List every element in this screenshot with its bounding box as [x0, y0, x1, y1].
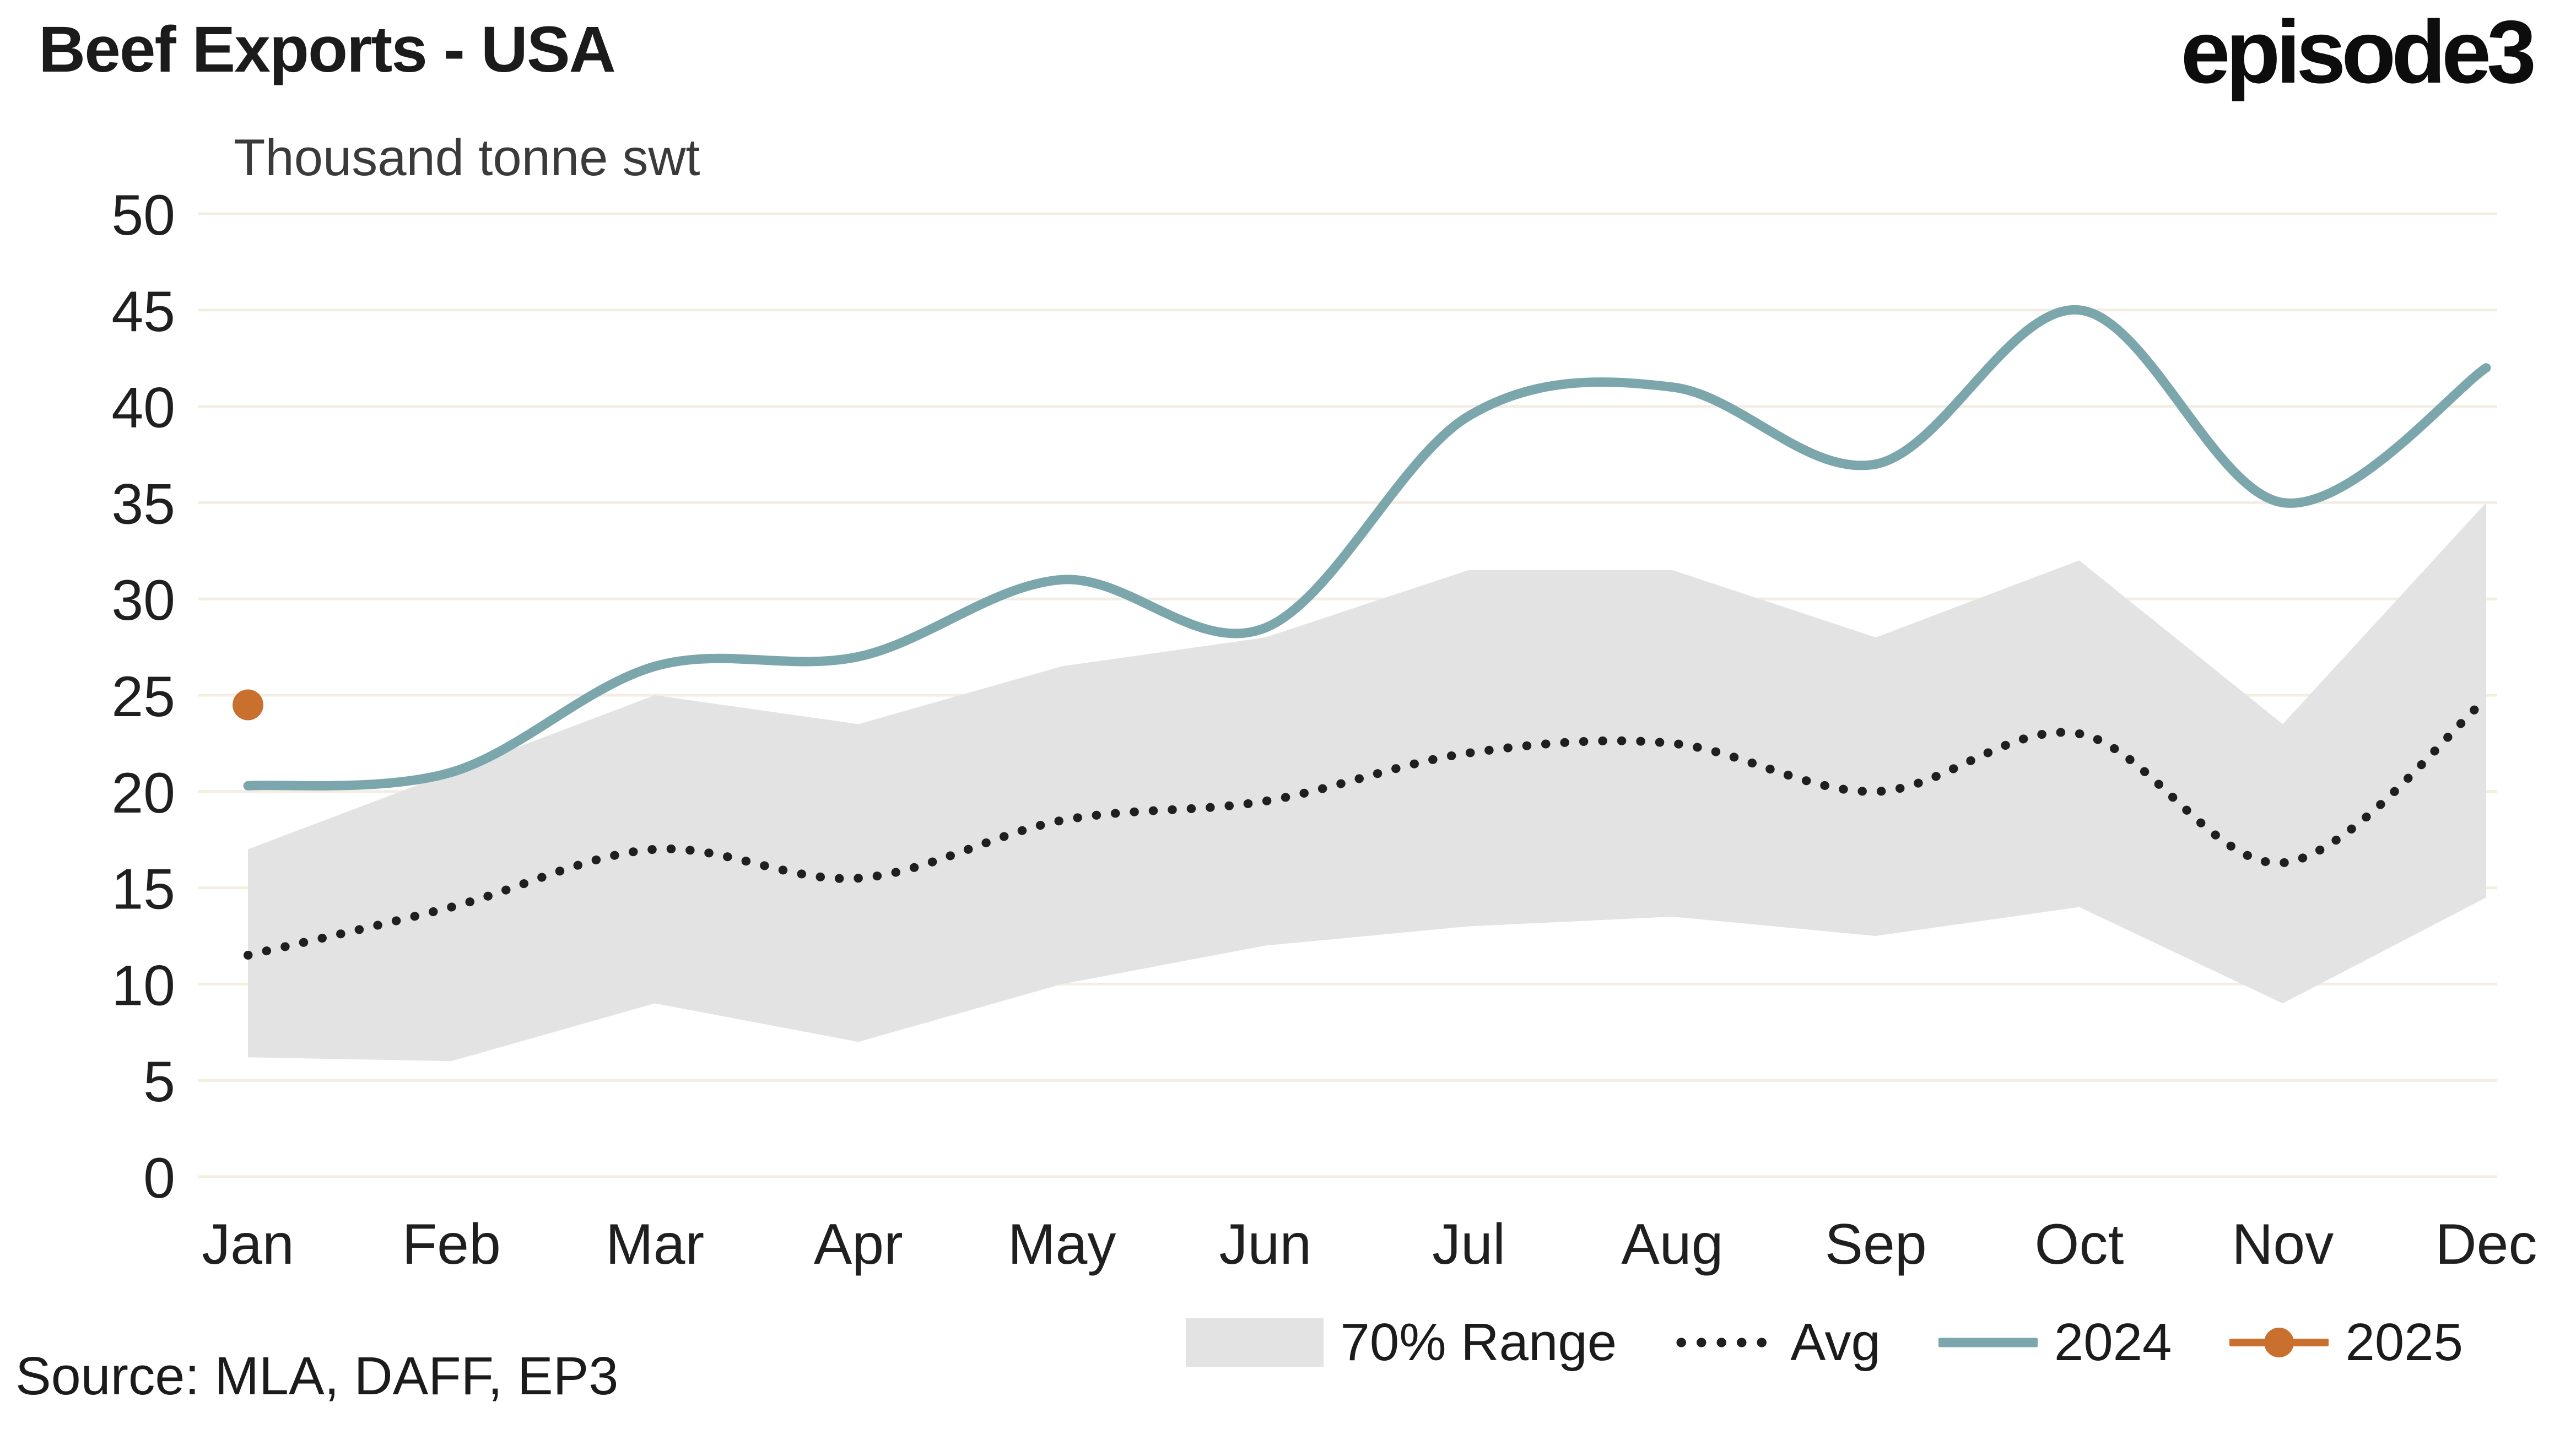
- x-tick-label: Aug: [1621, 1213, 1723, 1276]
- point-2025-swatch-dot: [2264, 1328, 2294, 1357]
- x-tick-label: Mar: [606, 1213, 704, 1276]
- point-2025-swatch: [2229, 1328, 2329, 1357]
- y-tick-label: 10: [111, 954, 175, 1017]
- x-tick-label: Feb: [402, 1213, 501, 1276]
- legend-item-2024: 2024: [1938, 1312, 2172, 1373]
- y-axis-unit-label: Thousand tonne swt: [234, 128, 700, 186]
- y-tick-label: 50: [111, 183, 175, 247]
- range-band-swatch-rect: [1186, 1318, 1324, 1367]
- legend-label-2025: 2025: [2345, 1313, 2463, 1372]
- x-tick-label: Oct: [2035, 1213, 2124, 1276]
- x-tick-label: Jan: [202, 1213, 294, 1276]
- y-tick-label: 25: [111, 665, 175, 729]
- source-note: Source: MLA, DAFF, EP3: [15, 1346, 619, 1406]
- chart-legend: 70% Range Avg 2024 2025: [1186, 1312, 2463, 1373]
- x-tick-label: Sep: [1825, 1213, 1927, 1276]
- y-tick-label: 20: [111, 761, 175, 825]
- line-2024: [243, 305, 2491, 791]
- x-tick-label: Jun: [1219, 1213, 1312, 1276]
- legend-label-2024: 2024: [2054, 1313, 2172, 1372]
- x-tick-label: Nov: [2232, 1213, 2334, 1276]
- chart-title: Beef Exports - USA: [39, 13, 616, 86]
- y-tick-label: 30: [111, 569, 175, 632]
- x-tick-label: Dec: [2435, 1213, 2537, 1276]
- y-tick-label: 35: [111, 472, 175, 536]
- x-tick-label: Jul: [1432, 1213, 1505, 1276]
- legend-item-avg: Avg: [1675, 1312, 1881, 1373]
- line-2024-swatch: [1938, 1338, 2038, 1347]
- x-tick-label: May: [1008, 1213, 1116, 1276]
- y-tick-label: 0: [143, 1146, 175, 1210]
- range-band-swatch: [1186, 1318, 1324, 1367]
- legend-label-avg: Avg: [1790, 1313, 1881, 1372]
- avg-dotted-swatch: [1676, 1338, 1774, 1347]
- range-band-area: [248, 502, 2486, 1062]
- avg-dotted-line: [244, 694, 2491, 960]
- legend-item-2025: 2025: [2229, 1312, 2463, 1373]
- legend-item-range: 70% Range: [1186, 1312, 1617, 1373]
- x-tick-label: Apr: [814, 1213, 903, 1276]
- y-tick-label: 40: [111, 376, 175, 440]
- y-tick-label: 45: [111, 280, 175, 344]
- y-tick-label: 5: [143, 1050, 175, 1114]
- point-2025: [233, 689, 263, 721]
- legend-label-range: 70% Range: [1340, 1313, 1617, 1372]
- episode3-logo: episode3: [2180, 2, 2537, 102]
- y-tick-label: 15: [111, 858, 175, 922]
